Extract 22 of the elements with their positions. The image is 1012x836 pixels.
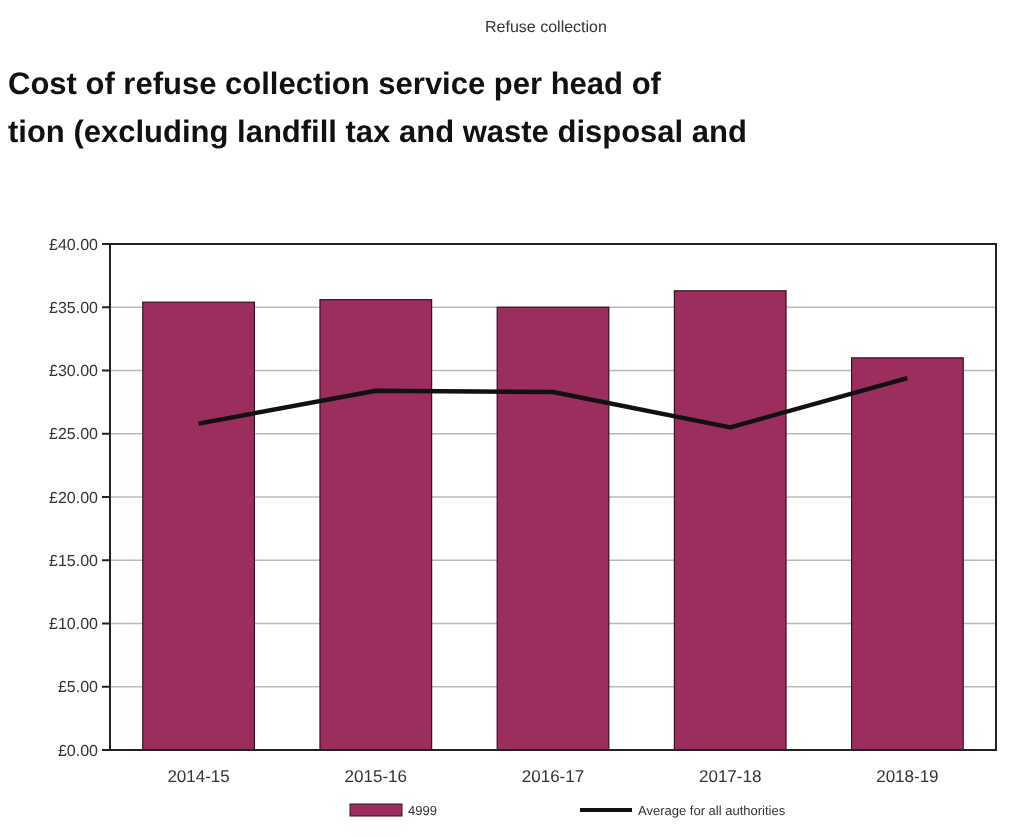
bar xyxy=(319,299,433,751)
x-tick-label: 2017-18 xyxy=(699,766,762,786)
y-tick-label: £15.00 xyxy=(49,551,100,570)
y-tick-label: £10.00 xyxy=(49,615,100,634)
y-tick-label: £0.00 xyxy=(57,741,100,760)
line-series xyxy=(196,375,910,430)
y-tick-label: £25.00 xyxy=(49,425,100,444)
chart-title: Cost of refuse collection service per head of tion (excluding landfill tax and waste disposal and xyxy=(8,68,747,150)
x-tick-label: 2014-15 xyxy=(167,766,231,786)
text: Refuse collection xyxy=(485,18,607,36)
y-tick-label: £30.00 xyxy=(49,362,100,381)
bar xyxy=(673,290,787,751)
y-tick-label: £5.00 xyxy=(57,678,100,697)
bar xyxy=(142,301,256,751)
bar xyxy=(850,357,964,751)
bar xyxy=(496,306,610,751)
y-tick-label: £40.00 xyxy=(49,235,100,254)
x-tick-label: 2015-16 xyxy=(344,766,408,786)
x-tick-label: 2016-17 xyxy=(521,766,585,786)
x-tick-label: 2018-19 xyxy=(876,766,940,786)
y-tick-label: £20.00 xyxy=(49,488,100,507)
y-tick-label: £35.00 xyxy=(49,298,100,317)
